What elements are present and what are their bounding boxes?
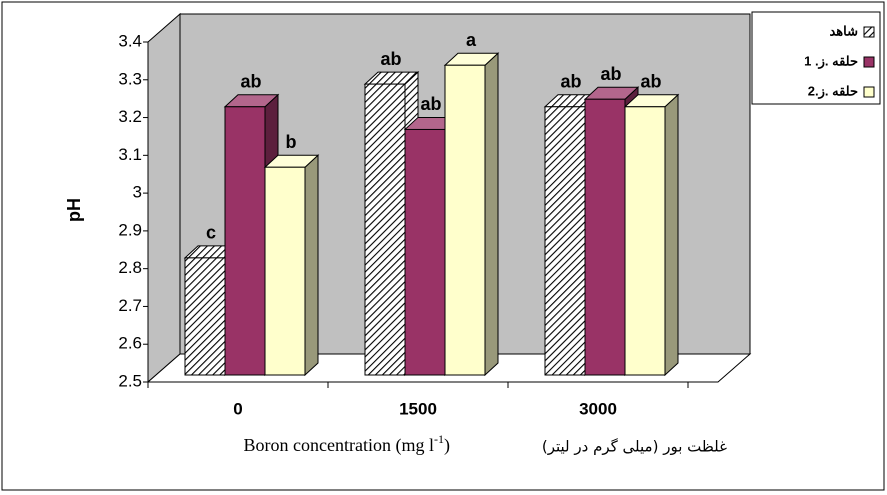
bar-letter: ab: [240, 72, 261, 92]
y-tick-label: 3: [133, 183, 142, 202]
bar-front: [544, 106, 586, 376]
bar-front: [624, 106, 666, 376]
x-label-english: Boron concentration (mg l-1): [244, 432, 450, 456]
legend-label: حلقه .ز.2: [808, 83, 858, 99]
bar-letter: ab: [600, 64, 621, 84]
legend-box: [751, 11, 881, 105]
legend-label: حلقه .ز. 1: [804, 53, 858, 69]
y-tick-label: 2.7: [118, 296, 142, 315]
bar-letter: b: [286, 132, 297, 152]
y-tick-label: 3.2: [118, 107, 142, 126]
bar-front: [584, 98, 626, 376]
legend: شاهد حلقه .ز. 1 حلقه .ز.2: [751, 11, 881, 105]
x-tick-label: 1500: [399, 399, 437, 418]
bar: [443, 52, 500, 377]
bar-side: [484, 52, 499, 377]
bar-front: [264, 166, 306, 376]
legend-swatch: [863, 86, 875, 98]
y-tick-label: 3.3: [118, 69, 142, 88]
bar-front: [224, 106, 266, 376]
bar-letter: a: [466, 30, 477, 50]
bar-front: [364, 83, 406, 376]
x-label-persian: غلظت بور (میلی گرم در لیتر): [542, 438, 727, 456]
side-wall: [147, 12, 181, 384]
y-tick-label: 2.6: [118, 334, 142, 353]
y-tick-label: 2.8: [118, 258, 142, 277]
legend-label: شاهد: [829, 23, 858, 38]
bar-side: [304, 154, 319, 377]
bar-letter: ab: [380, 49, 401, 69]
bar-letter: ab: [640, 72, 661, 92]
x-tick-label: 0: [233, 399, 242, 418]
bar-letter: c: [206, 223, 216, 243]
bar-front: [184, 257, 226, 376]
y-tick-label: 2.5: [118, 371, 142, 390]
legend-swatch: [863, 56, 875, 68]
bar: [263, 154, 320, 377]
bar-letter: ab: [560, 72, 581, 92]
bar-front: [444, 64, 486, 376]
x-label-main: Boron concentration (mg l: [244, 435, 434, 456]
y-tick-label: 3.1: [118, 145, 142, 164]
bar: [623, 93, 680, 377]
x-label-sup: -1: [434, 432, 444, 446]
x-axis-label: Boron concentration (mg l-1) غلظت بور (م…: [244, 432, 728, 456]
legend-swatch: [863, 26, 875, 38]
y-axis-label: pH: [64, 198, 84, 222]
bar-front: [404, 128, 446, 376]
bar-letter: ab: [420, 94, 441, 114]
y-tick-label: 2.9: [118, 220, 142, 239]
y-tick-label: 3.4: [118, 31, 142, 50]
bar-side: [664, 93, 679, 377]
x-tick-label: 3000: [579, 399, 617, 418]
x-label-close: ): [444, 435, 450, 456]
